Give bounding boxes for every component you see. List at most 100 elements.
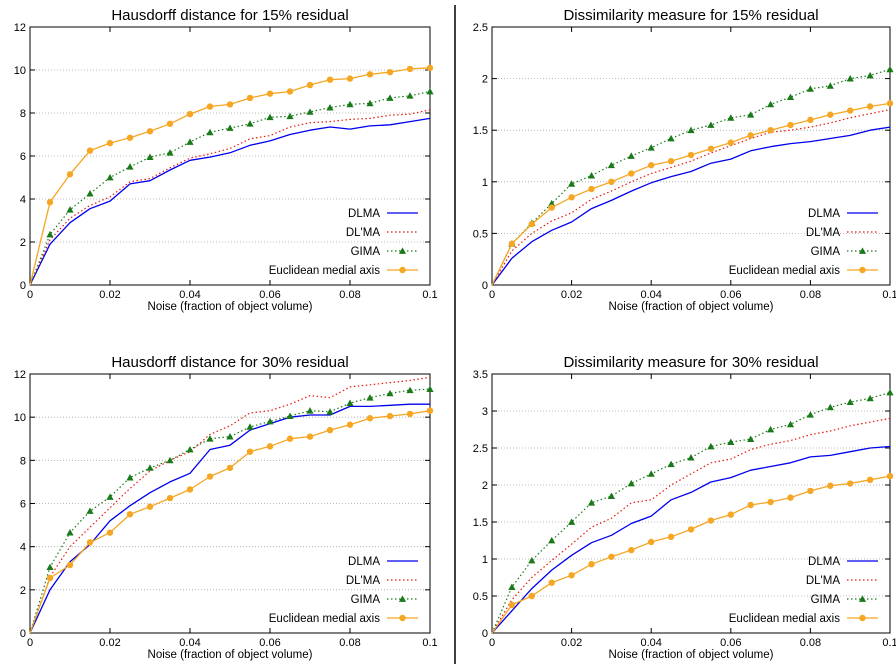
series-dl-ma-line	[491, 417, 891, 634]
series-gima-point	[86, 507, 94, 514]
y-tick-label: 0	[20, 280, 26, 292]
series-gima-point	[826, 403, 834, 411]
series-gima-point	[406, 386, 414, 394]
series-euclidean-medial-axis-point	[508, 601, 516, 609]
series-euclidean-medial-axis-point	[727, 511, 734, 518]
series-gima-point	[86, 190, 94, 197]
legend-label: DLMA	[348, 208, 380, 220]
x-tick-label: 0.08	[800, 637, 821, 649]
series-gima-point	[226, 124, 234, 131]
chart-hausdorff-15: 0 2 4 6 8 10 12 0 0.02 0.04 0.06 0.08 0.1 Hausdorff d…	[14, 7, 438, 313]
series-euclidean-medial-axis-point	[628, 170, 635, 177]
series-euclidean-medial-axis-point	[406, 65, 414, 73]
legend-label: Euclidean medial axis	[269, 265, 380, 277]
series-euclidean-medial-axis-point	[608, 178, 615, 185]
legend-label: DL'MA	[346, 227, 380, 239]
series-gima-point	[826, 82, 834, 89]
series-euclidean-medial-axis-point	[787, 121, 794, 129]
x-tick-label: 0.06	[259, 637, 280, 649]
series-gima-point	[568, 180, 576, 187]
series-gima-point	[568, 518, 576, 525]
series-gima-point	[426, 87, 434, 95]
y-tick-label: 2.5	[473, 22, 488, 34]
x-tick-label: 0.02	[561, 289, 582, 301]
series-gima-point	[727, 438, 735, 445]
series-gima-point	[286, 112, 294, 120]
series-euclidean-medial-axis-point	[667, 157, 675, 165]
x-tick-label: 0.1	[422, 289, 437, 301]
series-dlma-line	[491, 445, 891, 634]
y-tick-label: 1.5	[473, 517, 488, 529]
x-axis-label: Noise (fraction of object volume)	[148, 649, 313, 661]
series-gima-point	[866, 394, 874, 402]
legend-label: DL'MA	[806, 575, 840, 587]
y-tick-label: 6	[20, 499, 26, 511]
y-tick-label: 8	[20, 108, 26, 120]
series-gima-point	[607, 161, 615, 169]
series-euclidean-medial-axis-point	[767, 498, 774, 506]
x-tick-label: 0	[27, 289, 33, 301]
series-euclidean-medial-axis-point	[528, 592, 535, 600]
series-euclidean-medial-axis-point	[226, 101, 234, 108]
series-euclidean-medial-axis-point	[206, 473, 214, 480]
y-tick-label: 1	[482, 554, 488, 566]
y-tick-label: 2	[20, 585, 26, 597]
series-euclidean-medial-axis-point	[648, 162, 655, 169]
series-euclidean-medial-axis-point	[306, 81, 314, 89]
y-tick-label: 0.5	[473, 228, 488, 240]
series-euclidean-medial-axis-point	[548, 204, 555, 211]
series-euclidean-medial-axis-point	[266, 90, 274, 97]
series-euclidean-medial-axis-point	[707, 145, 715, 152]
series-euclidean-medial-axis-point	[106, 139, 114, 147]
legend-label: Euclidean medial axis	[729, 265, 840, 277]
series-gima-point	[767, 100, 775, 108]
legend-marker-euclidean-medial-axis	[859, 266, 866, 274]
series-gima-point	[186, 138, 194, 145]
series-gima-point	[346, 399, 354, 407]
series-gima-point	[747, 111, 755, 118]
series-euclidean-medial-axis-point	[866, 103, 874, 110]
series-gima-point	[306, 108, 314, 115]
series-gima-point	[366, 394, 374, 401]
series-euclidean-medial-axis-point	[146, 503, 154, 510]
x-tick-label: 0	[27, 637, 33, 649]
series-gima-point	[667, 134, 675, 142]
legend-label: GIMA	[351, 594, 381, 606]
legend-marker-gima	[858, 595, 867, 602]
series-gima-point	[286, 412, 294, 419]
series-euclidean-medial-axis-point	[206, 103, 214, 110]
series-gima-point	[587, 172, 596, 179]
series-gima-point	[266, 113, 274, 121]
x-tick-label: 0.06	[259, 289, 280, 301]
series-euclidean-medial-axis-point	[186, 486, 194, 493]
series-gima-point	[747, 435, 755, 442]
series-euclidean-medial-axis-point	[588, 560, 595, 568]
series-gima-point	[707, 442, 715, 450]
series-gima-point	[587, 499, 596, 506]
y-tick-label: 4	[20, 194, 26, 206]
series-euclidean-medial-axis-point	[787, 494, 794, 501]
x-tick-label: 0.08	[339, 637, 360, 649]
series-euclidean-medial-axis-point	[847, 480, 854, 487]
series-euclidean-medial-axis-point	[66, 561, 74, 569]
series-euclidean-medial-axis-point	[426, 64, 434, 72]
series-euclidean-medial-axis-point	[406, 410, 414, 418]
series-gima-point	[508, 583, 516, 590]
legend-label: DL'MA	[346, 575, 380, 587]
series-euclidean-medial-axis-point	[687, 151, 695, 159]
series-gima-point	[627, 479, 635, 487]
series-gima-point	[548, 536, 556, 544]
series-dlma-line	[29, 403, 430, 634]
series-euclidean-medial-axis-point	[866, 476, 874, 484]
y-tick-label: 4	[20, 542, 26, 554]
series-euclidean-medial-axis-point	[286, 88, 294, 95]
series-gima-point	[46, 563, 54, 571]
series-gima-point	[226, 432, 234, 440]
chart-title: Dissimilarity measure for 15% residual	[563, 7, 818, 24]
y-tick-label: 8	[20, 455, 26, 467]
series-euclidean-medial-axis-point	[326, 426, 334, 434]
series-euclidean-medial-axis-point	[588, 185, 595, 193]
y-tick-label: 3	[482, 406, 488, 418]
series-gima-point	[687, 454, 695, 461]
series-gima-point	[246, 423, 254, 430]
